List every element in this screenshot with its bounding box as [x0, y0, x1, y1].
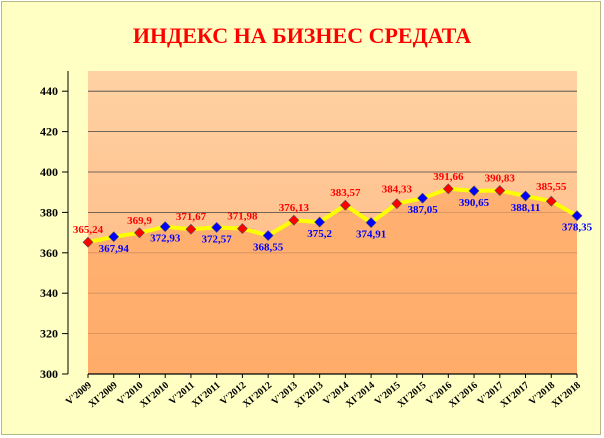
- area-fill: [88, 188, 577, 374]
- data-label: 390,65: [459, 197, 490, 209]
- data-point-marker: [262, 230, 274, 241]
- y-tick-label: 440: [40, 84, 58, 98]
- data-point-marker: [211, 221, 223, 233]
- data-label: 390,83: [485, 173, 516, 185]
- data-label: 372,93: [150, 233, 181, 245]
- data-label: 391,66: [433, 171, 464, 183]
- data-point-marker: [185, 223, 197, 235]
- y-tick-label: 340: [40, 286, 58, 300]
- data-point-marker: [520, 190, 531, 202]
- x-tick-label: XI'2017: [498, 380, 531, 410]
- data-label: 369,9: [127, 215, 152, 227]
- x-tick-label: XI'2014: [344, 380, 377, 410]
- data-label: 387,05: [407, 204, 438, 216]
- x-tick-label: XI'2011: [190, 380, 223, 410]
- data-label-layer: 365,24 367,94 369,9 372,93 371,67 372,57 371,9…: [73, 171, 593, 255]
- data-point-marker: [236, 223, 248, 235]
- data-label: 371,98: [227, 211, 258, 223]
- y-tick-label: 400: [40, 165, 58, 179]
- data-label: 375,2: [307, 228, 332, 240]
- data-label: 384,33: [382, 184, 413, 196]
- y-tick-label: 420: [40, 125, 58, 139]
- data-label: 385,55: [536, 181, 567, 193]
- x-axis: V'2009XI'2009V'2010XI'2010V'2011XI'2011V…: [64, 373, 583, 410]
- data-point-marker: [134, 227, 145, 239]
- data-label: 383,57: [330, 187, 361, 199]
- x-tick-label: XI'2016: [447, 380, 480, 410]
- data-point-marker: [442, 183, 454, 195]
- x-tick-label: XI'2009: [87, 380, 120, 410]
- data-label: 365,24: [73, 224, 104, 236]
- data-label: 388,11: [511, 202, 541, 214]
- data-point-marker: [365, 217, 377, 229]
- data-point-marker: [494, 185, 506, 196]
- y-tick-label: 380: [40, 205, 58, 219]
- x-tick-label: XI'2012: [241, 380, 274, 410]
- y-axis: 440 420 400 380 360 340 320 300: [40, 71, 69, 381]
- area-layer: [88, 188, 577, 374]
- data-label: 374,91: [356, 229, 386, 241]
- data-point-marker: [571, 210, 583, 222]
- data-point-marker: [468, 185, 480, 197]
- data-point-marker: [159, 221, 171, 233]
- x-tick-label: XI'2018: [550, 380, 583, 410]
- y-tick-label: 360: [40, 246, 58, 260]
- data-point-marker: [417, 192, 429, 204]
- x-tick-label: XI'2013: [293, 380, 326, 410]
- x-tick-label: XI'2015: [395, 380, 428, 410]
- data-point-marker: [108, 231, 120, 243]
- data-label: 372,57: [202, 233, 233, 245]
- data-point-marker: [545, 195, 557, 207]
- data-point-marker: [391, 198, 403, 210]
- data-point-marker: [288, 214, 300, 226]
- data-label: 376,13: [279, 202, 310, 214]
- data-label: 368,55: [253, 242, 284, 254]
- data-label: 371,67: [176, 211, 207, 223]
- data-label: 378,35: [562, 222, 593, 234]
- data-point-marker: [314, 216, 326, 228]
- y-tick-label: 300: [40, 367, 58, 381]
- data-label: 367,94: [99, 243, 130, 255]
- y-tick-label: 320: [40, 327, 58, 341]
- x-tick-label: XI'2010: [138, 380, 171, 410]
- data-point-marker: [339, 199, 351, 211]
- chart-title: ИНДЕКС НА БИЗНЕС СРЕДАТА: [133, 23, 471, 48]
- data-point-marker: [82, 236, 94, 248]
- marker-layer: [82, 183, 583, 248]
